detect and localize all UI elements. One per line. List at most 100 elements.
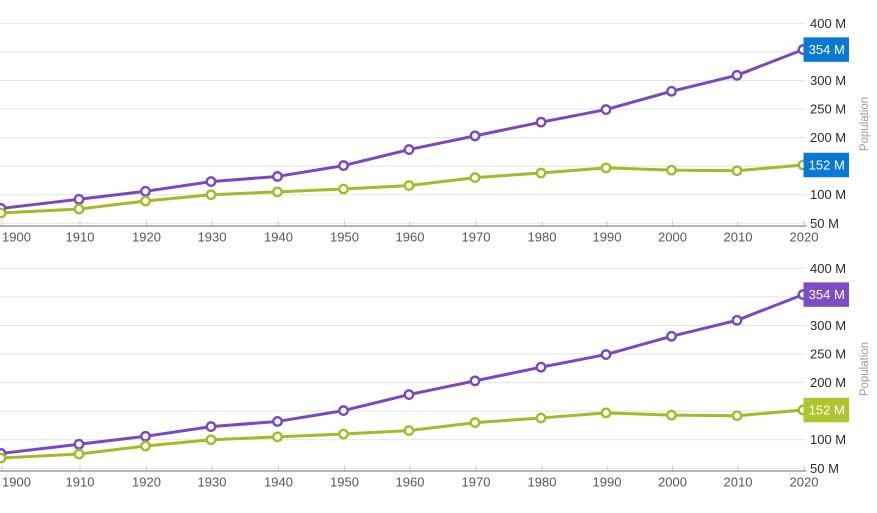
data-point-marker[interactable] (600, 349, 612, 360)
x-tick-label: 1940 (264, 475, 293, 490)
data-point-marker[interactable] (272, 416, 283, 427)
data-point-marker[interactable] (666, 164, 677, 176)
data-point-marker[interactable] (272, 171, 283, 182)
y-axis-title: Population (859, 97, 871, 151)
x-tick-label: 1930 (198, 230, 227, 245)
y-tick-label: 100 M (810, 187, 846, 202)
x-tick-label: 1970 (462, 230, 491, 245)
data-point-marker[interactable] (0, 207, 7, 219)
y-tick-label: 300 M (810, 318, 846, 333)
data-point-marker[interactable] (535, 412, 547, 424)
y-tick-label: 200 M (810, 375, 846, 390)
x-tick-label: 2010 (724, 230, 753, 245)
data-point-marker[interactable] (140, 440, 151, 452)
data-point-marker[interactable] (73, 438, 85, 450)
final-value-badge (803, 37, 849, 62)
y-tick-label: 200 M (810, 130, 846, 145)
data-point-marker[interactable] (535, 361, 547, 373)
y-tick-label: 400 M (810, 16, 846, 31)
data-point-marker[interactable] (272, 431, 283, 443)
data-point-marker[interactable] (338, 160, 349, 171)
x-tick-label: 1900 (2, 230, 31, 245)
data-point-marker[interactable] (731, 410, 743, 422)
x-tick-label: 1910 (66, 230, 95, 245)
x-tick-label: 1930 (198, 475, 227, 490)
data-point-marker[interactable] (73, 203, 85, 215)
data-point-marker[interactable] (338, 183, 349, 195)
x-tick-label: 2020 (790, 475, 819, 490)
data-point-marker[interactable] (469, 172, 481, 183)
y-tick-label: 50 M (810, 461, 839, 476)
series-line-green-series (0, 408, 805, 460)
x-tick-label: 2020 (790, 230, 819, 245)
y-tick-label: 400 M (810, 261, 846, 276)
data-point-marker[interactable] (73, 448, 85, 460)
data-point-marker[interactable] (73, 193, 85, 205)
data-point-marker[interactable] (0, 452, 7, 464)
data-point-marker[interactable] (140, 185, 151, 197)
x-tick-label: 1990 (593, 230, 622, 245)
y-axis-title: Population (859, 342, 871, 396)
data-point-marker[interactable] (600, 162, 612, 174)
x-tick-label: 1900 (2, 475, 31, 490)
x-tick-label: 1990 (593, 475, 622, 490)
data-point-marker[interactable] (600, 104, 612, 115)
data-point-marker[interactable] (338, 405, 349, 416)
data-point-marker[interactable] (338, 428, 349, 440)
final-value-badge (803, 152, 849, 178)
x-tick-label: 1970 (462, 475, 491, 490)
population-chart-final-values[interactable]: 1900 1910 1920 1930 1940 1950 1960 1970 1980 1990… (0, 0, 877, 245)
x-tick-label: 1920 (132, 475, 161, 490)
data-point-marker[interactable] (403, 144, 415, 155)
x-tick-label: 1950 (330, 230, 359, 245)
data-point-marker[interactable] (731, 69, 743, 81)
data-point-marker[interactable] (469, 417, 481, 428)
x-tick-label: 1960 (396, 230, 425, 245)
y-tick-label: 50 M (810, 216, 839, 231)
data-point-marker[interactable] (403, 425, 415, 436)
data-point-marker[interactable] (469, 130, 481, 142)
x-tick-label: 2000 (658, 230, 687, 245)
data-point-marker[interactable] (535, 116, 547, 128)
data-point-marker[interactable] (469, 375, 481, 387)
data-point-marker[interactable] (666, 85, 677, 97)
data-point-marker[interactable] (403, 389, 415, 400)
final-value-badge-label: 152 M (809, 403, 845, 418)
x-tick-label: 1980 (528, 230, 557, 245)
data-point-marker[interactable] (205, 176, 217, 187)
line-chart-canvas[interactable]: 1900 1910 1920 1930 1940 1950 1960 1970 1980 1990… (0, 0, 877, 245)
data-point-marker[interactable] (205, 421, 217, 432)
y-tick-label: 100 M (810, 432, 846, 447)
final-value-badge-label: 152 M (809, 158, 845, 173)
data-point-marker[interactable] (666, 409, 677, 421)
data-point-marker[interactable] (535, 167, 547, 179)
y-tick-label: 250 M (810, 102, 846, 117)
x-tick-label: 1910 (66, 475, 95, 490)
x-tick-label: 2010 (724, 475, 753, 490)
x-tick-label: 1960 (396, 475, 425, 490)
line-chart-canvas[interactable]: 1900 1910 1920 1930 1940 1950 1960 1970 1980 1990… (0, 245, 877, 490)
x-tick-label: 1980 (528, 475, 557, 490)
final-value-badge (803, 397, 849, 423)
y-tick-label: 250 M (810, 347, 846, 362)
data-point-marker[interactable] (731, 165, 743, 177)
population-chart-callouts[interactable]: 1900 1910 1920 1930 1940 1950 1960 1970 1980 1990… (0, 245, 877, 490)
data-point-marker[interactable] (731, 314, 743, 326)
x-tick-label: 1950 (330, 475, 359, 490)
data-point-marker[interactable] (403, 180, 415, 191)
data-point-marker[interactable] (272, 186, 283, 198)
final-value-badge (803, 282, 849, 307)
data-point-marker[interactable] (205, 189, 217, 201)
series-line-green-series (0, 163, 805, 215)
x-tick-label: 1940 (264, 230, 293, 245)
final-value-badge-label: 354 M (809, 42, 845, 57)
data-point-marker[interactable] (140, 430, 151, 442)
data-point-marker[interactable] (600, 407, 612, 419)
data-point-marker[interactable] (666, 330, 677, 342)
data-point-marker[interactable] (205, 434, 217, 446)
final-value-badge-label: 354 M (809, 287, 845, 302)
y-tick-label: 300 M (810, 73, 846, 88)
x-tick-label: 1920 (132, 230, 161, 245)
data-point-marker[interactable] (140, 195, 151, 207)
